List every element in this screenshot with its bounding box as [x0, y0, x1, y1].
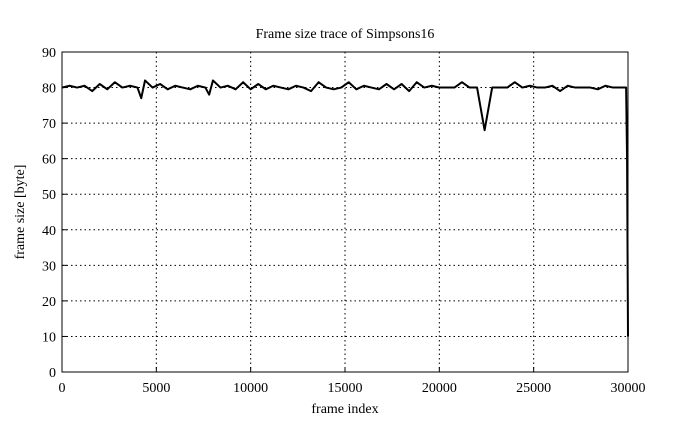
x-tick-label: 30000 — [611, 381, 646, 396]
y-tick-label: 0 — [49, 366, 56, 381]
y-tick-label: 30 — [42, 259, 56, 274]
y-tick-label: 20 — [42, 295, 56, 310]
y-tick-label: 80 — [42, 82, 56, 97]
x-tick-label: 0 — [59, 381, 66, 396]
x-tick-label: 5000 — [142, 381, 170, 396]
chart-title: Frame size trace of Simpsons16 — [256, 27, 435, 42]
x-tick-label: 10000 — [233, 381, 268, 396]
x-axis-label: frame index — [311, 402, 378, 417]
y-tick-label: 90 — [42, 46, 56, 61]
x-tick-label: 20000 — [422, 381, 457, 396]
y-tick-label: 70 — [42, 117, 56, 132]
y-tick-label: 60 — [42, 153, 56, 168]
y-tick-label: 40 — [42, 224, 56, 239]
data-line — [61, 79, 629, 337]
plot-frame — [61, 51, 629, 373]
y-tick-label: 10 — [42, 330, 56, 345]
x-tick-label: 15000 — [328, 381, 363, 396]
x-tick-label: 25000 — [516, 381, 551, 396]
y-tick-label: 50 — [42, 188, 56, 203]
y-axis-label: frame size [byte] — [13, 165, 28, 260]
